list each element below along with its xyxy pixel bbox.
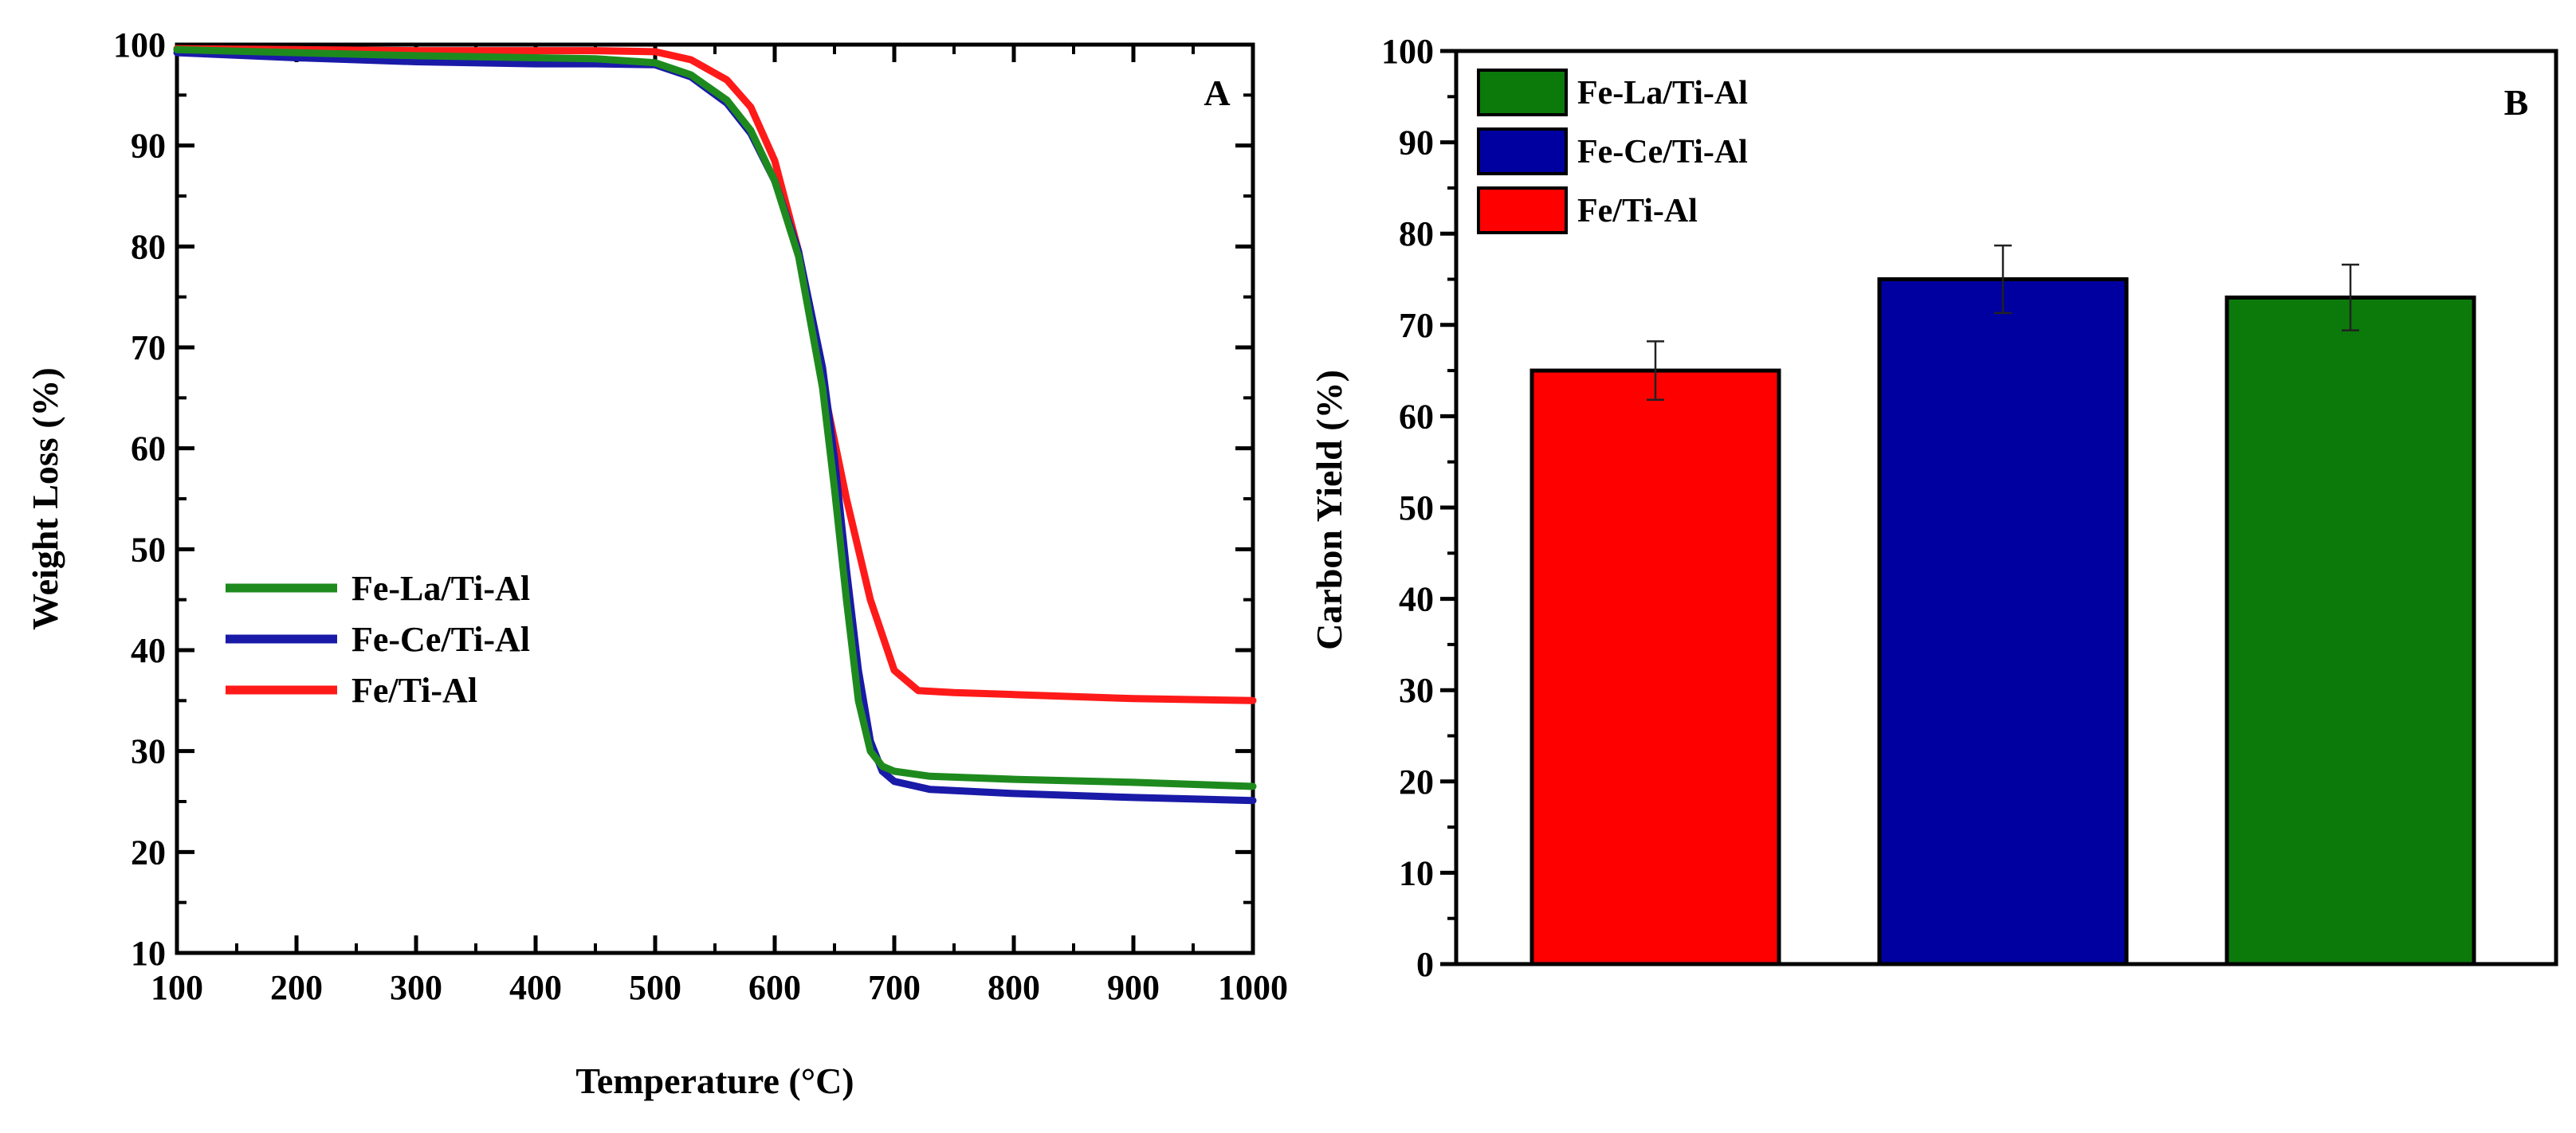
panel-a-plot-frame bbox=[175, 42, 1255, 955]
series-line-fe-la-ti-al bbox=[173, 45, 1257, 790]
y-tick-label: 40 bbox=[1399, 580, 1434, 619]
panel-a-label: A bbox=[1204, 73, 1230, 113]
series-line-fe-ce-ti-al bbox=[173, 49, 1257, 805]
legend-label: Fe-Ce/Ti-Al bbox=[1577, 134, 1748, 171]
panel-b-y-ticks: 0 10 20 30 40 50 60 70 80 90 100 bbox=[1381, 32, 1456, 984]
x-tick-label: 100 bbox=[151, 968, 203, 1007]
panel-a-x-ticks: 100 200 300 400 500 600 700 800 900 1000 bbox=[151, 45, 1288, 1007]
y-tick-label: 100 bbox=[113, 25, 166, 65]
y-tick-label: 10 bbox=[131, 934, 166, 973]
panel-a-y-axis-title: Weight Loss (%) bbox=[25, 367, 65, 630]
bar-fe-la-ti-al bbox=[2225, 295, 2476, 966]
panel-b-legend: Fe-La/Ti-Al Fe-Ce/Ti-Al Fe/Ti-Al bbox=[1477, 69, 1748, 234]
y-tick-label: 20 bbox=[131, 833, 166, 872]
bar-fe-ce-ti-al bbox=[1877, 277, 2129, 966]
y-tick-label: 40 bbox=[131, 631, 166, 670]
x-tick-label: 400 bbox=[509, 968, 562, 1007]
x-tick-label: 600 bbox=[748, 968, 801, 1007]
panel-a-y-ticks: 10 20 30 40 50 60 70 80 90 100 bbox=[113, 25, 1253, 973]
y-tick-label: 50 bbox=[131, 530, 166, 569]
y-tick-label: 100 bbox=[1381, 32, 1434, 71]
x-tick-label: 900 bbox=[1107, 968, 1160, 1007]
x-tick-label: 700 bbox=[868, 968, 921, 1007]
y-tick-label: 90 bbox=[131, 127, 166, 166]
panel-a-line-chart: 10 20 30 40 50 60 70 80 90 100 100 200 300 400 500 600… bbox=[25, 25, 1288, 1101]
legend-label: Fe-La/Ti-Al bbox=[1577, 75, 1748, 112]
legend-label: Fe-Ce/Ti-Al bbox=[351, 620, 530, 659]
y-tick-label: 80 bbox=[131, 227, 166, 266]
legend-swatch-fe-ce-ti-al bbox=[1477, 127, 1568, 175]
x-tick-label: 300 bbox=[390, 968, 442, 1007]
x-tick-label: 1000 bbox=[1218, 968, 1288, 1007]
legend-label: Fe-La/Ti-Al bbox=[351, 569, 530, 608]
legend-label: Fe/Ti-Al bbox=[351, 671, 477, 710]
panel-a-legend: Fe-La/Ti-Al Fe-Ce/Ti-Al Fe/Ti-Al bbox=[226, 569, 530, 710]
y-tick-label: 60 bbox=[131, 429, 166, 468]
y-tick-label: 70 bbox=[1399, 306, 1434, 345]
bar-fe-ti-al bbox=[1530, 368, 1781, 966]
legend-swatch-fe-ti-al bbox=[1477, 186, 1568, 234]
y-tick-label: 90 bbox=[1399, 123, 1434, 163]
y-tick-label: 80 bbox=[1399, 214, 1434, 253]
y-tick-label: 50 bbox=[1399, 488, 1434, 527]
y-tick-label: 10 bbox=[1399, 853, 1434, 892]
panel-b-y-axis-title: Carbon Yield (%) bbox=[1309, 370, 1349, 650]
y-tick-label: 30 bbox=[1399, 671, 1434, 710]
legend-swatch-fe-la-ti-al bbox=[1477, 69, 1568, 116]
y-tick-label: 20 bbox=[1399, 763, 1434, 802]
series-line-fe-ti-al bbox=[173, 45, 1257, 704]
y-tick-label: 70 bbox=[131, 328, 166, 367]
panel-b-label: B bbox=[2504, 82, 2529, 123]
panel-b-bar-chart: 0 10 20 30 40 50 60 70 80 90 100 B Carbon Yield (%… bbox=[1309, 32, 2558, 984]
panel-a-series-lines bbox=[173, 45, 1257, 805]
x-tick-label: 500 bbox=[629, 968, 681, 1007]
panel-a-x-axis-title: Temperature (°C) bbox=[575, 1060, 854, 1101]
legend-label: Fe/Ti-Al bbox=[1577, 193, 1698, 229]
y-tick-label: 60 bbox=[1399, 397, 1434, 436]
x-tick-label: 800 bbox=[988, 968, 1040, 1007]
y-tick-label: 30 bbox=[131, 732, 166, 771]
x-tick-label: 200 bbox=[270, 968, 323, 1007]
panel-b-bars bbox=[1530, 244, 2476, 966]
y-tick-label: 0 bbox=[1416, 945, 1434, 984]
